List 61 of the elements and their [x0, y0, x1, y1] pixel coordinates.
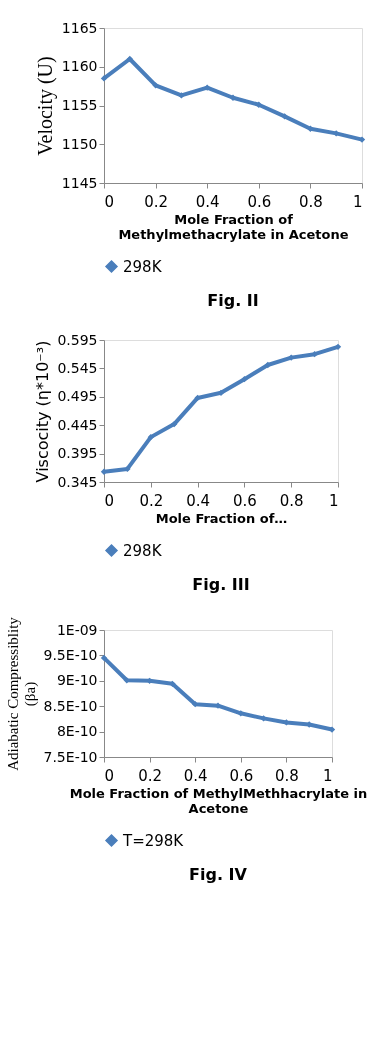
y-axis-title: Adiabatic Compressiblity (βa) [4, 616, 39, 771]
x-tick-label: 0 [104, 766, 115, 785]
y-axis-title: Velocity (U) [33, 56, 57, 156]
point [171, 420, 178, 428]
y-tick-label: 1165 [61, 19, 98, 36]
x-tick-label: 1 [352, 192, 363, 211]
y-tick-label: 1E-09 [56, 621, 98, 638]
x-tick-label: 0.2 [144, 192, 169, 211]
point [194, 394, 201, 402]
y-tick-label: 1145 [61, 174, 98, 191]
y-tick-label: 0.395 [57, 445, 98, 462]
y-tick-label: 1160 [61, 58, 98, 75]
point [334, 343, 342, 350]
x-tick-label: 1 [322, 766, 333, 785]
y-tick-label: 0.545 [57, 359, 98, 376]
legend-label: 298K [123, 541, 163, 560]
x-tick-label: 0.2 [138, 766, 163, 785]
y-tick-label: 8E-10 [56, 723, 98, 740]
y-tick-label: 0.495 [57, 388, 98, 405]
y-tick-label: 7.5E-10 [43, 748, 98, 765]
x-tick-label: 0.4 [195, 192, 220, 211]
x-tick-label: 0.8 [298, 192, 323, 211]
x-tick-label: 0.6 [232, 491, 257, 510]
point [241, 376, 248, 383]
y-tick-label: 9.5E-10 [43, 646, 98, 663]
y-tick-label: 8.5E-10 [43, 697, 98, 714]
point [124, 465, 131, 473]
y-tick-label: 9E-10 [56, 672, 98, 689]
point [100, 75, 108, 82]
legend-label: 298K [123, 257, 163, 276]
point [152, 82, 159, 89]
point [178, 92, 185, 99]
x-tick-label: 0.2 [139, 491, 164, 510]
text: Fig. IV [189, 865, 248, 884]
y-tick-label: 0.595 [57, 331, 98, 348]
x-tick-label: 1 [328, 491, 339, 510]
x-tick-label: 0 [104, 192, 115, 211]
x-tick-label: 0 [104, 491, 115, 510]
x-axis-title: Mole Fraction of… [155, 510, 288, 526]
x-tick-label: 0.6 [247, 192, 272, 211]
x-tick-label: 0.6 [229, 766, 254, 785]
point [311, 351, 318, 358]
y-tick-label: 1150 [61, 135, 98, 152]
text: Fig. II [207, 291, 259, 310]
text: Fig. III [192, 575, 250, 594]
point [204, 84, 211, 91]
legend-label: T=298K [122, 831, 185, 850]
y-axis-title: Viscocity (η*10⁻³) [33, 340, 53, 483]
point [281, 113, 288, 120]
x-tick-label: 0.4 [186, 491, 211, 510]
point [126, 55, 133, 63]
y-tick-label: 1155 [61, 97, 98, 113]
x-axis-title: Mole Fraction of Methylmethacrylate in Acetone [118, 211, 349, 242]
point [147, 433, 154, 441]
x-tick-label: 0.8 [279, 491, 304, 510]
x-axis-title: Mole Fraction of MethylMethhacrylate in Acetone [69, 785, 368, 816]
y-tick-label: 0.345 [57, 473, 98, 490]
y-tick-label: 0.445 [57, 416, 98, 433]
x-tick-label: 0.4 [183, 766, 208, 785]
point [264, 361, 271, 369]
x-tick-label: 0.8 [274, 766, 299, 785]
